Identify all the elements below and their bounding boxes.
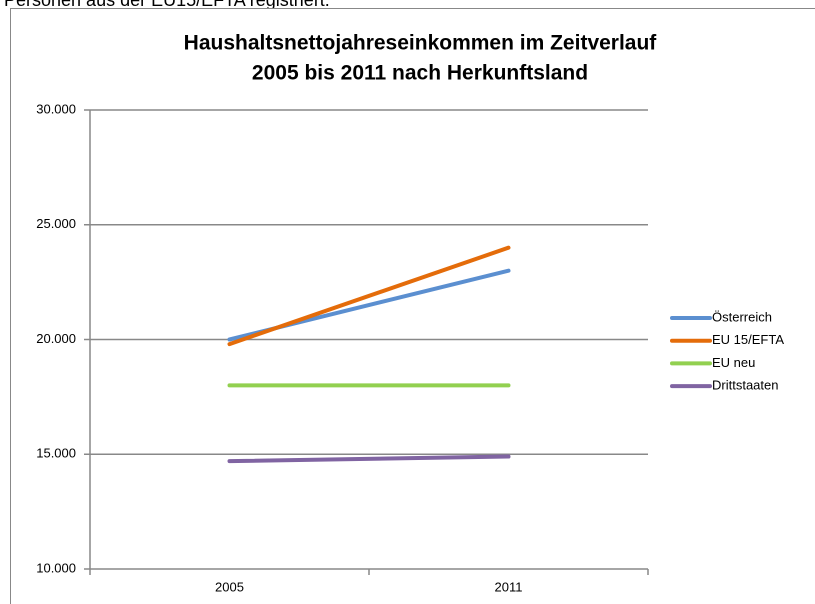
- legend-label: Österreich: [712, 309, 772, 324]
- x-tick-label: 2011: [495, 579, 523, 594]
- series-line: [227, 454, 511, 464]
- legend-label: EU 15/EFTA: [712, 332, 784, 347]
- chart-frame: [10, 8, 815, 604]
- legend-label: Drittstaaten: [712, 378, 778, 393]
- x-tick-label: 2005: [215, 579, 244, 594]
- y-tick-label: 20.000: [36, 331, 76, 346]
- y-tick-label: 25.000: [36, 216, 76, 231]
- y-tick-label: 15.000: [36, 446, 76, 461]
- y-tick-label: 10.000: [36, 560, 76, 575]
- chart-subtitle: 2005 bis 2011 nach Herkunftsland: [252, 62, 588, 85]
- series-line: [227, 245, 511, 347]
- y-tick-label: 30.000: [36, 101, 76, 116]
- chart-title: Haushaltsnettojahreseinkommen im Zeitver…: [184, 32, 658, 55]
- legend-label: EU neu: [712, 355, 755, 370]
